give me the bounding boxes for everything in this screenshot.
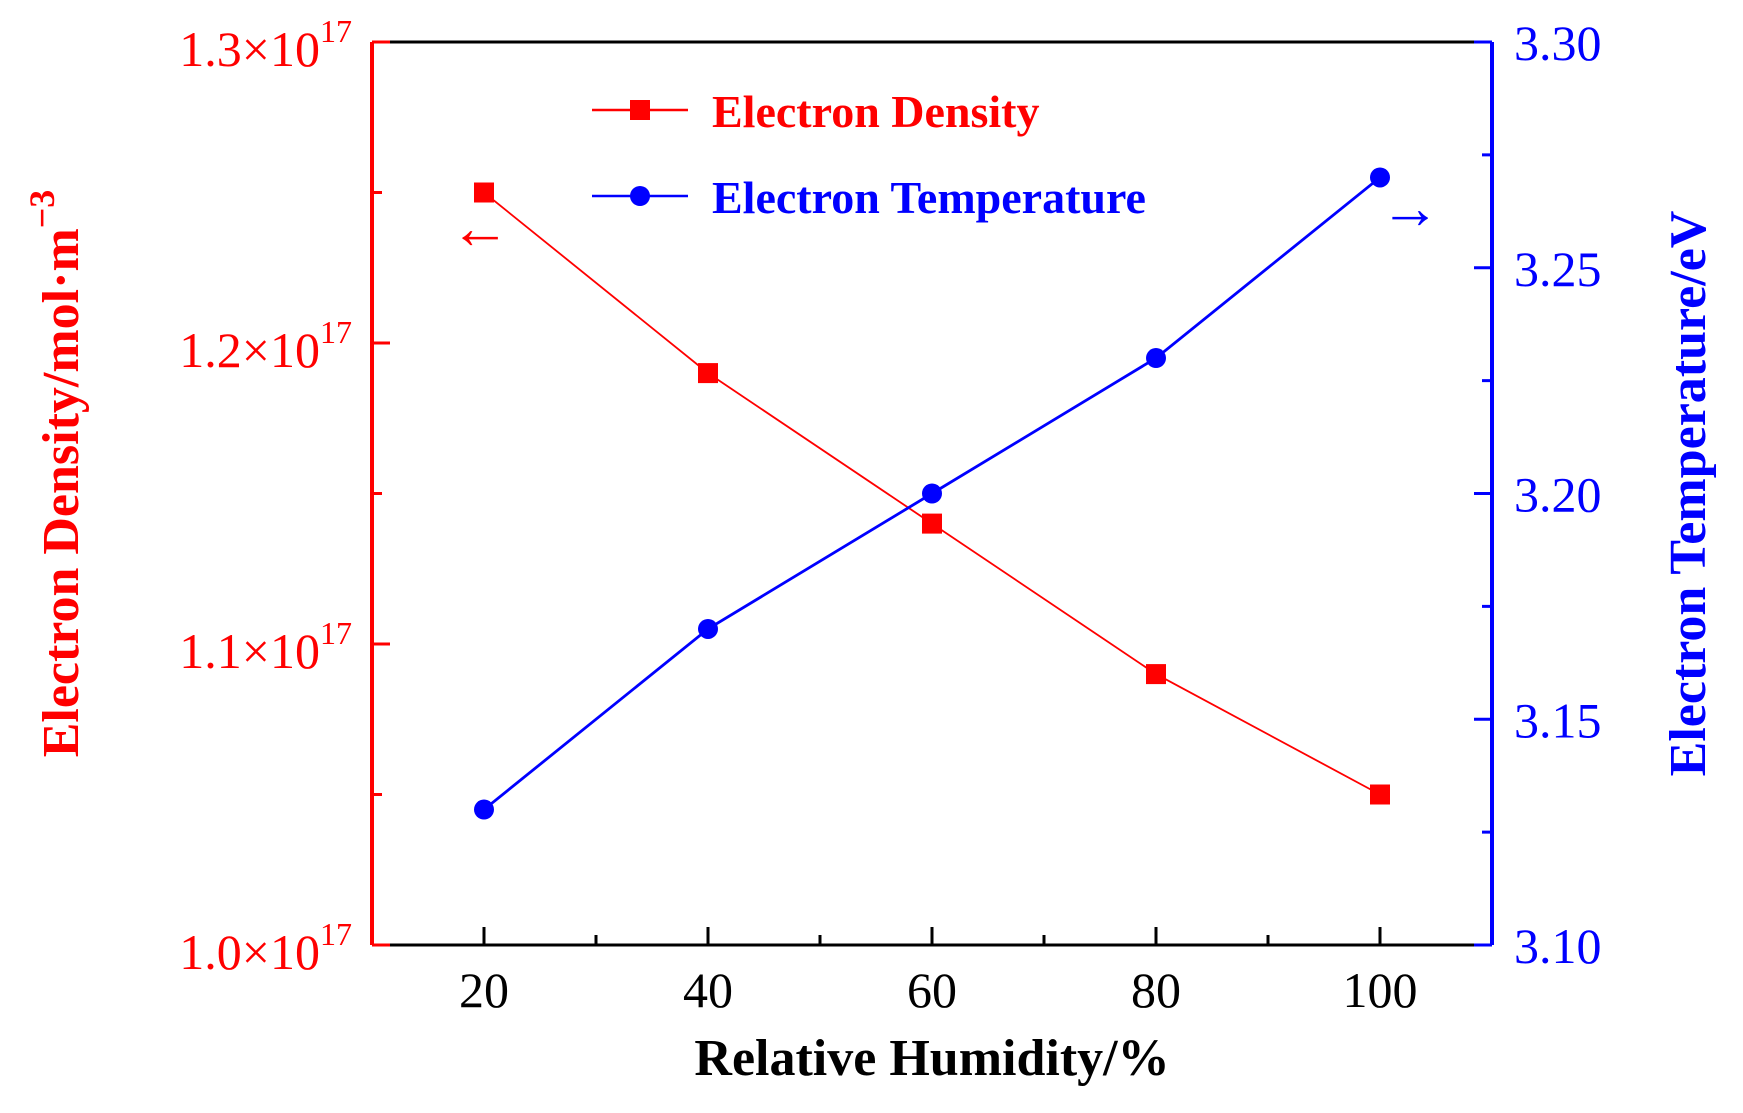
data-point-electron-temperature [474,799,494,820]
left-tick-label: 1.2×1017 [179,314,352,378]
right-tick-label: 3.30 [1514,15,1602,71]
data-point-electron-density [1146,664,1166,685]
left-tick-exponent: 17 [320,615,352,651]
left-arrow-icon: ← [450,195,510,261]
x-axis: 20 40 60 80 100 Relative Humidity/% [459,927,1418,1087]
left-tick-label: 1.3×1017 [179,13,352,77]
right-tick-label: 3.20 [1514,467,1602,523]
left-tick-mantissa: 1.0×10 [179,924,320,980]
legend-marker-square [630,100,650,120]
right-y-axis: 3.10 3.15 3.20 3.25 3.30 Electron Temperature… [1474,15,1717,974]
left-tick-exponent: 17 [320,13,352,49]
data-point-electron-temperature [922,483,942,504]
data-point-electron-density [698,363,718,384]
left-tick-label: 1.1×1017 [179,615,352,679]
legend-label: Electron Density [712,86,1040,137]
axis-arrows: ← → [450,175,1440,261]
right-arrow-icon: → [1380,175,1440,241]
data-point-electron-density [1370,784,1390,805]
left-tick-exponent: 17 [320,916,352,952]
right-tick-label: 3.10 [1514,918,1602,974]
data-point-electron-temperature [1146,348,1166,369]
right-tick-label: 3.15 [1514,692,1602,748]
x-tick-label: 40 [683,962,733,1018]
left-axis-title: Electron Density/mol·m−3 [22,190,90,758]
data-point-electron-temperature [1370,167,1390,188]
x-tick-label: 60 [907,962,957,1018]
right-tick-label: 3.25 [1514,241,1602,297]
legend-marker-circle [630,186,650,206]
left-axis-title-superscript: −3 [22,190,62,229]
data-point-electron-temperature [698,618,718,639]
legend-label: Electron Temperature [712,172,1146,223]
data-point-electron-density [922,513,942,534]
left-tick-mantissa: 1.2×10 [179,322,320,378]
right-axis-title: Electron Temperature/eV [1660,211,1717,777]
left-tick-exponent: 17 [320,314,352,350]
legend: Electron Density Electron Temperature [592,86,1146,223]
left-tick-mantissa: 1.3×10 [179,21,320,77]
x-axis-title: Relative Humidity/% [694,1030,1169,1087]
left-axis-title-text: Electron Density/mol·m [33,228,90,757]
left-tick-mantissa: 1.1×10 [179,623,320,679]
left-tick-label: 1.0×1017 [179,916,352,980]
x-tick-label: 100 [1343,962,1418,1018]
x-tick-label: 80 [1131,962,1181,1018]
data-point-electron-density [474,182,494,203]
x-tick-label: 20 [459,962,509,1018]
left-y-axis: 1.0×10171.1×10171.2×10171.3×1017Electron… [22,13,390,980]
series-markers [474,167,1390,820]
